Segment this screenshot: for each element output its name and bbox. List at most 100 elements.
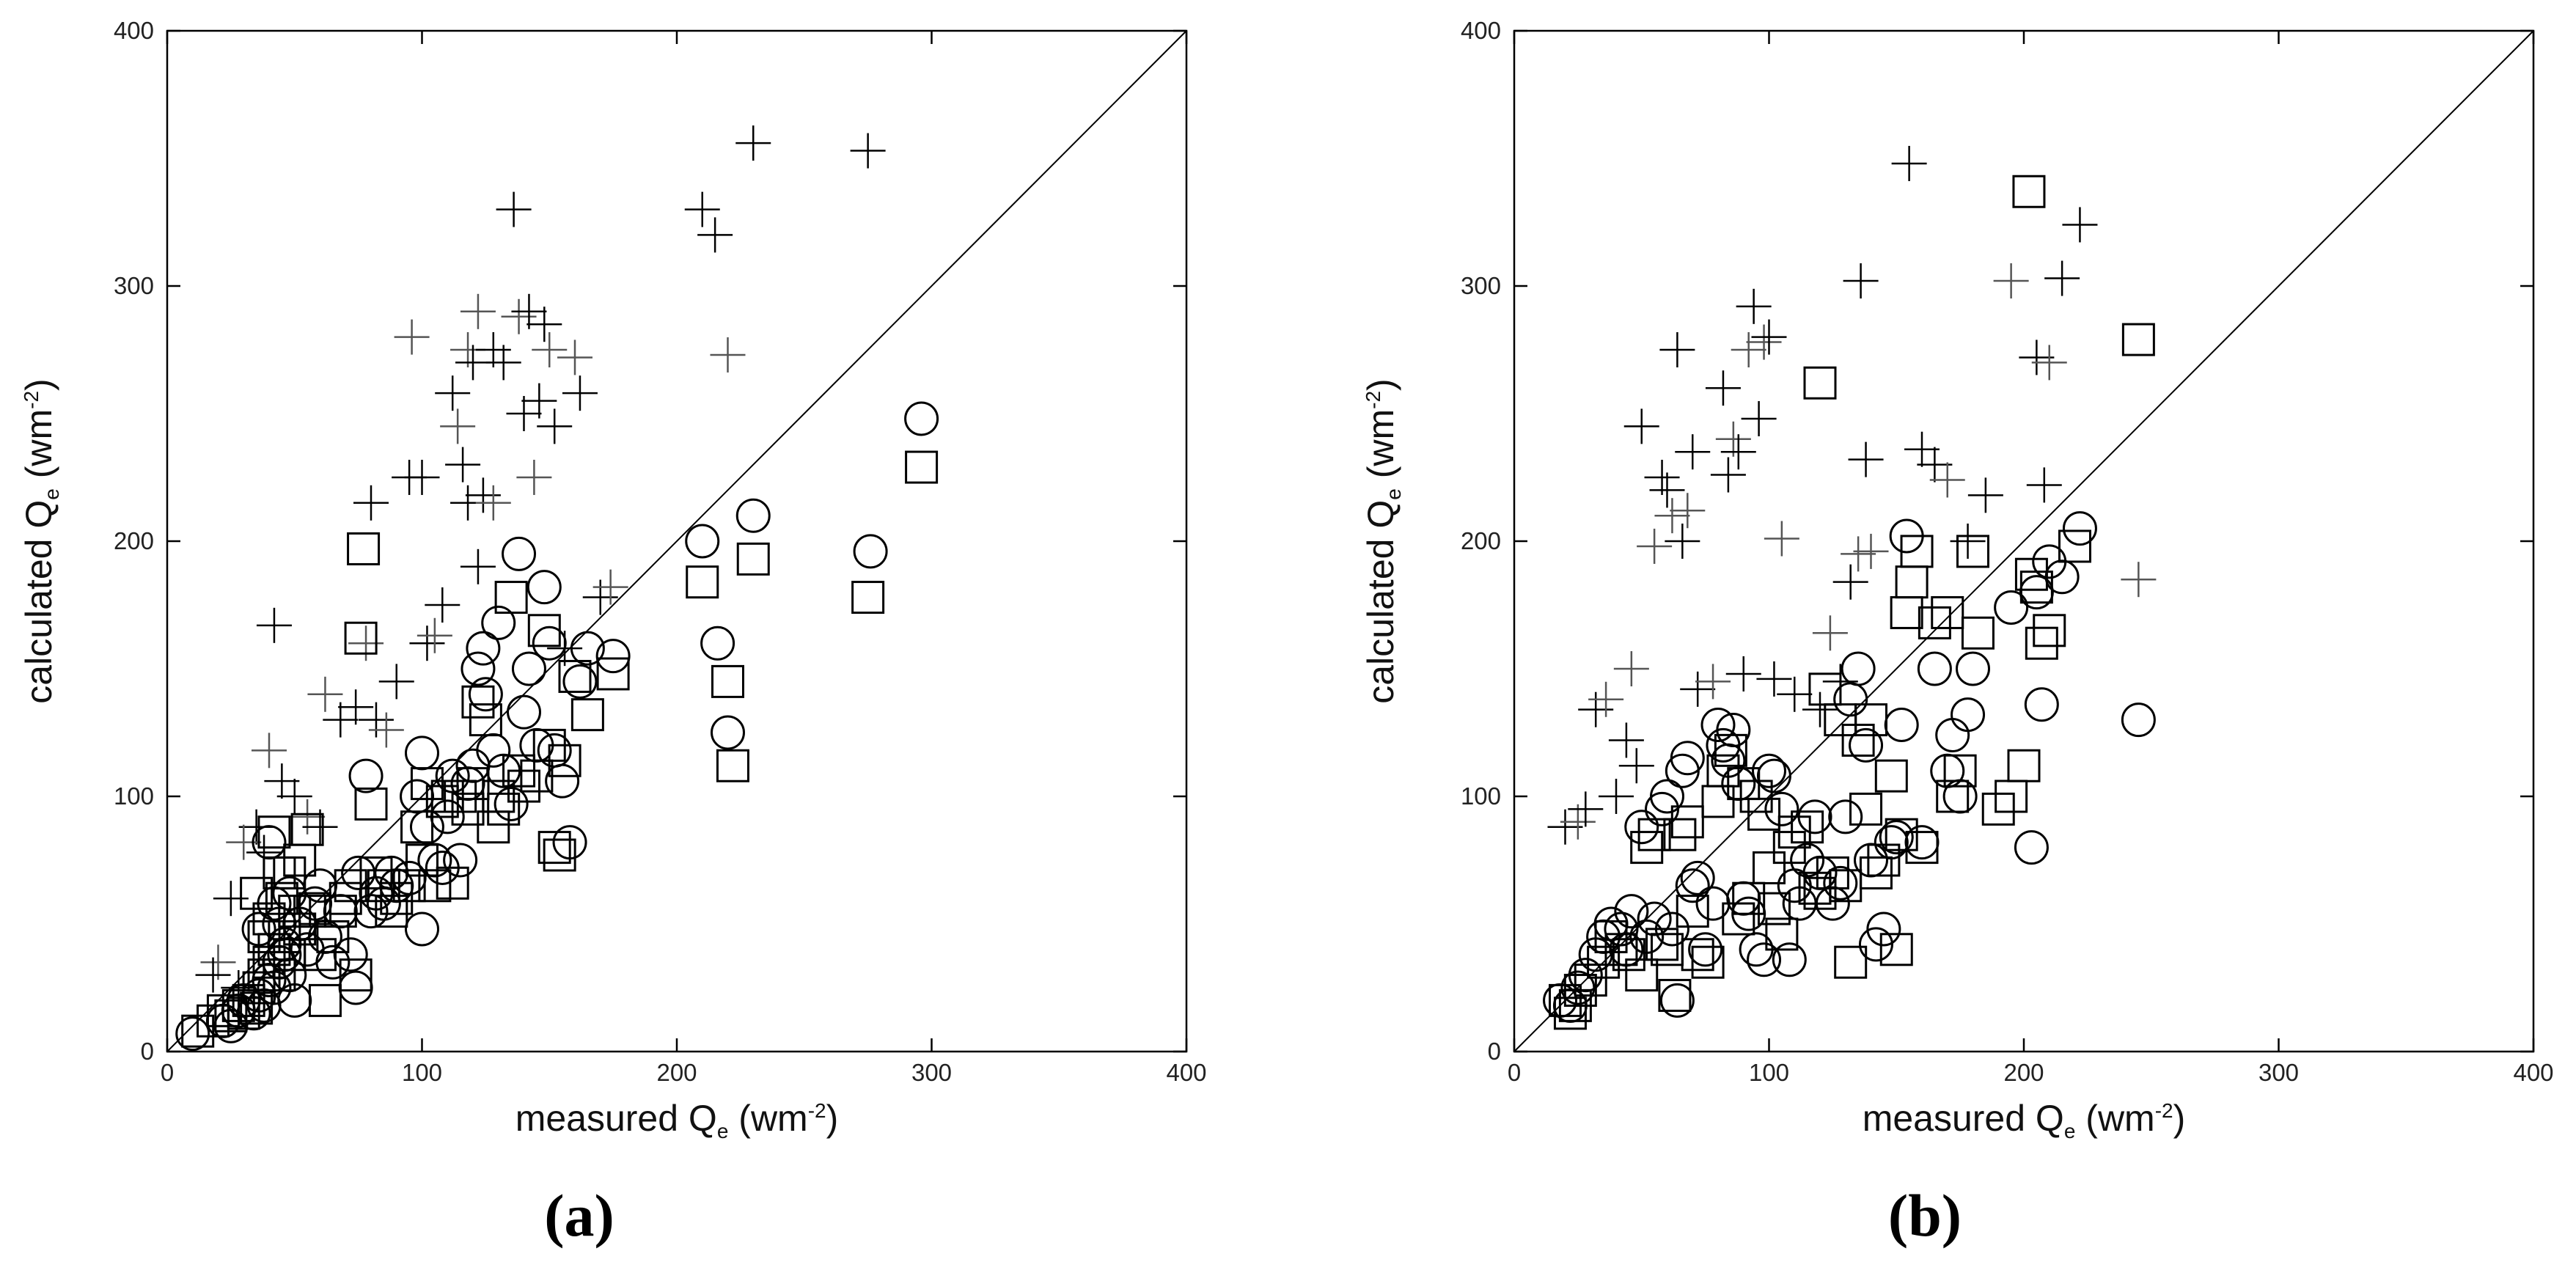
circle-point <box>1747 942 1782 977</box>
x-tick-label: 300 <box>911 1059 952 1086</box>
circle-point <box>1879 820 1914 855</box>
square-point <box>1587 945 1621 979</box>
circle-point <box>1675 868 1710 903</box>
circle-point <box>1752 753 1786 788</box>
circle-point <box>333 937 368 972</box>
plus-point <box>537 408 573 444</box>
circle-point <box>2044 560 2080 595</box>
circle-point <box>267 937 302 972</box>
plus-point <box>378 664 414 700</box>
plus-point <box>1618 748 1654 784</box>
circle-point <box>532 626 567 661</box>
circle-point <box>241 911 276 947</box>
plus-point <box>1950 524 1986 559</box>
circle-point <box>2019 575 2054 610</box>
circle-point <box>1823 865 1858 900</box>
square-point <box>1956 535 1989 568</box>
x-tick-label: 0 <box>161 1059 174 1086</box>
plus-point <box>307 676 343 712</box>
x-axis-title-unit-open: (wm <box>2075 1098 2154 1139</box>
plus-point <box>1731 332 1766 367</box>
square-point <box>1808 672 1842 706</box>
circle-point <box>545 763 580 799</box>
y-axis-title-main: calculated Q <box>1360 500 1401 704</box>
circle-point <box>1716 713 1751 748</box>
circle-point <box>735 498 771 533</box>
square-point <box>1931 595 1964 629</box>
y-axis-title-unit-close: ) <box>18 378 59 391</box>
x-axis-title: measured Qe (wm-2) <box>1863 1098 2186 1142</box>
x-tick-label: 300 <box>2258 1059 2299 1086</box>
y-tick-label: 0 <box>1488 1038 1501 1065</box>
circle-point <box>257 886 292 921</box>
square-point <box>406 843 438 877</box>
square-point <box>1961 616 1995 650</box>
circle-point <box>2062 511 2097 546</box>
square-point <box>1765 917 1799 951</box>
circle-point <box>1904 825 1940 860</box>
plus-point <box>2019 340 2055 375</box>
plus-point <box>1741 400 1777 436</box>
circle-point <box>1739 932 1774 967</box>
square-point <box>1803 366 1837 400</box>
circle-point <box>1726 881 1761 916</box>
square-point <box>482 779 515 813</box>
circle-point <box>1833 682 1868 717</box>
circle-point <box>511 651 546 686</box>
x-tick-label: 100 <box>402 1059 442 1086</box>
circle-point <box>1764 791 1799 826</box>
circle-point <box>1609 932 1644 967</box>
circle-point <box>1854 843 1888 878</box>
square-point <box>851 581 885 615</box>
y-tick-label: 300 <box>114 272 154 299</box>
y-axis-title: calculated Qe (wm-2) <box>18 378 63 703</box>
plus-point <box>435 375 471 411</box>
square-point <box>711 664 744 698</box>
circle-point <box>526 570 562 605</box>
x-tick-label: 400 <box>1166 1059 1206 1086</box>
circle-point <box>552 825 587 860</box>
circle-point <box>1654 911 1689 947</box>
plus-point <box>1578 691 1614 727</box>
plus-point <box>323 702 359 738</box>
plus-point <box>1665 524 1700 559</box>
square-point <box>444 779 477 813</box>
circle-point <box>1935 717 1970 752</box>
circle-point <box>2014 830 2049 865</box>
plus-point <box>684 191 720 227</box>
circle-point <box>443 843 478 878</box>
plus-point <box>2121 562 2157 598</box>
y-tick-label: 300 <box>1461 272 1501 299</box>
square-point <box>283 843 317 877</box>
circle-point <box>493 786 529 821</box>
circle-point <box>400 779 435 814</box>
plus-point <box>1764 521 1799 557</box>
circle-point <box>685 524 720 559</box>
plus-point <box>1993 263 2029 299</box>
circle-point <box>1637 901 1672 936</box>
y-axis-title-sup: -2 <box>20 391 43 409</box>
y-tick-label: 400 <box>1461 17 1501 44</box>
plus-point <box>1637 528 1673 564</box>
plus-point <box>409 626 445 661</box>
plus-point <box>1588 681 1624 717</box>
square-point <box>537 831 571 865</box>
circle-point <box>348 758 384 793</box>
square-point <box>1722 902 1755 936</box>
circle-point <box>1802 855 1838 890</box>
circle-point <box>1756 758 1791 793</box>
square-point <box>1879 933 1913 966</box>
plus-point <box>1670 493 1706 529</box>
square-point <box>308 983 342 1017</box>
circle-point <box>1951 697 1986 733</box>
circle-point <box>1797 799 1832 834</box>
plus-point <box>1812 615 1848 651</box>
plus-point <box>358 702 394 738</box>
panel-label: (b) <box>1888 1182 1962 1249</box>
square-point <box>2007 749 2041 782</box>
plus-point <box>2026 467 2062 503</box>
y-axis-title-sub: e <box>1382 488 1405 500</box>
circle-point <box>507 694 541 730</box>
plus-point <box>1917 447 1953 483</box>
plus-point <box>1746 324 1782 360</box>
